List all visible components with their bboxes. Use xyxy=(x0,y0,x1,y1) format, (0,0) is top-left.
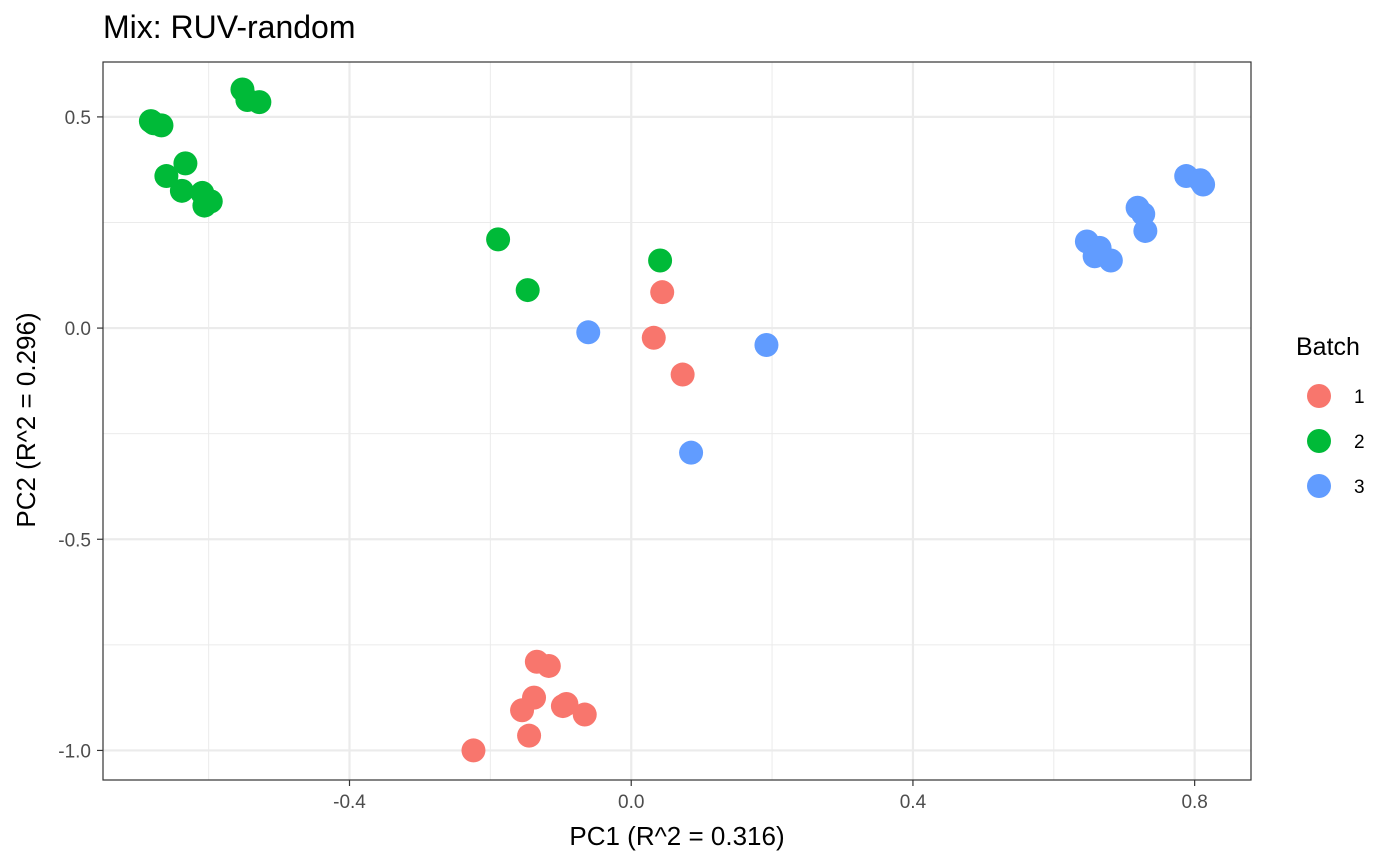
data-point-batch-2 xyxy=(486,227,511,252)
y-tick-label: 0.5 xyxy=(65,108,91,129)
y-tick-label: 0.0 xyxy=(65,319,91,340)
x-tick-label: -0.4 xyxy=(333,792,366,813)
y-tick-label: -1.0 xyxy=(58,741,91,762)
legend-key-2 xyxy=(1307,429,1331,453)
data-point-batch-1 xyxy=(670,362,695,387)
data-point-batch-2 xyxy=(154,164,179,189)
data-point-batch-1 xyxy=(461,738,486,763)
data-point-batch-3 xyxy=(1133,218,1158,243)
data-point-batch-1 xyxy=(517,723,542,748)
legend: Batch 1 2 3 xyxy=(1296,333,1365,498)
legend-label-1: 1 xyxy=(1354,387,1365,408)
legend-label-3: 3 xyxy=(1354,477,1365,498)
data-point-batch-1 xyxy=(641,325,666,350)
data-point-batch-2 xyxy=(169,178,194,203)
legend-title: Batch xyxy=(1296,333,1360,361)
y-axis-ticks: -1.0 -0.5 0.0 0.5 xyxy=(58,108,103,762)
legend-key-1 xyxy=(1307,384,1331,408)
data-point-batch-2 xyxy=(515,278,540,303)
data-point-batch-3 xyxy=(679,440,704,465)
x-axis-title: PC1 (R^2 = 0.316) xyxy=(569,821,784,851)
minor-gridlines xyxy=(103,62,1251,780)
data-point-batch-1 xyxy=(572,702,597,727)
data-point-batch-3 xyxy=(576,320,601,345)
data-point-batch-3 xyxy=(1191,172,1216,197)
legend-key-3 xyxy=(1307,474,1331,498)
data-point-batch-1 xyxy=(650,280,675,305)
x-axis-ticks: -0.4 0.0 0.4 0.8 xyxy=(333,780,1208,813)
data-point-batch-2 xyxy=(192,193,217,218)
plot-background xyxy=(103,62,1251,780)
data-point-batch-1 xyxy=(536,653,561,678)
plot-border xyxy=(102,61,1252,781)
data-point-batch-1 xyxy=(510,698,535,723)
plot-panel xyxy=(102,61,1252,781)
data-point-batch-2 xyxy=(247,90,272,115)
legend-label-2: 2 xyxy=(1354,432,1365,453)
legend-items: 1 2 3 xyxy=(1307,384,1365,498)
y-tick-label: -0.5 xyxy=(58,530,91,551)
chart-title: Mix: RUV-random xyxy=(103,9,356,45)
data-point-batch-3 xyxy=(754,332,779,357)
x-tick-label: 0.8 xyxy=(1181,792,1207,813)
data-point-batch-2 xyxy=(648,248,673,273)
data-point-batch-2 xyxy=(173,151,198,176)
data-point-batch-2 xyxy=(149,113,174,138)
y-axis-title: PC2 (R^2 = 0.296) xyxy=(11,312,41,527)
x-tick-label: 0.4 xyxy=(900,792,927,813)
data-point-batch-1 xyxy=(554,691,579,716)
data-point-batch-3 xyxy=(1098,248,1123,273)
x-tick-label: 0.0 xyxy=(618,792,644,813)
data-points xyxy=(138,77,1216,763)
